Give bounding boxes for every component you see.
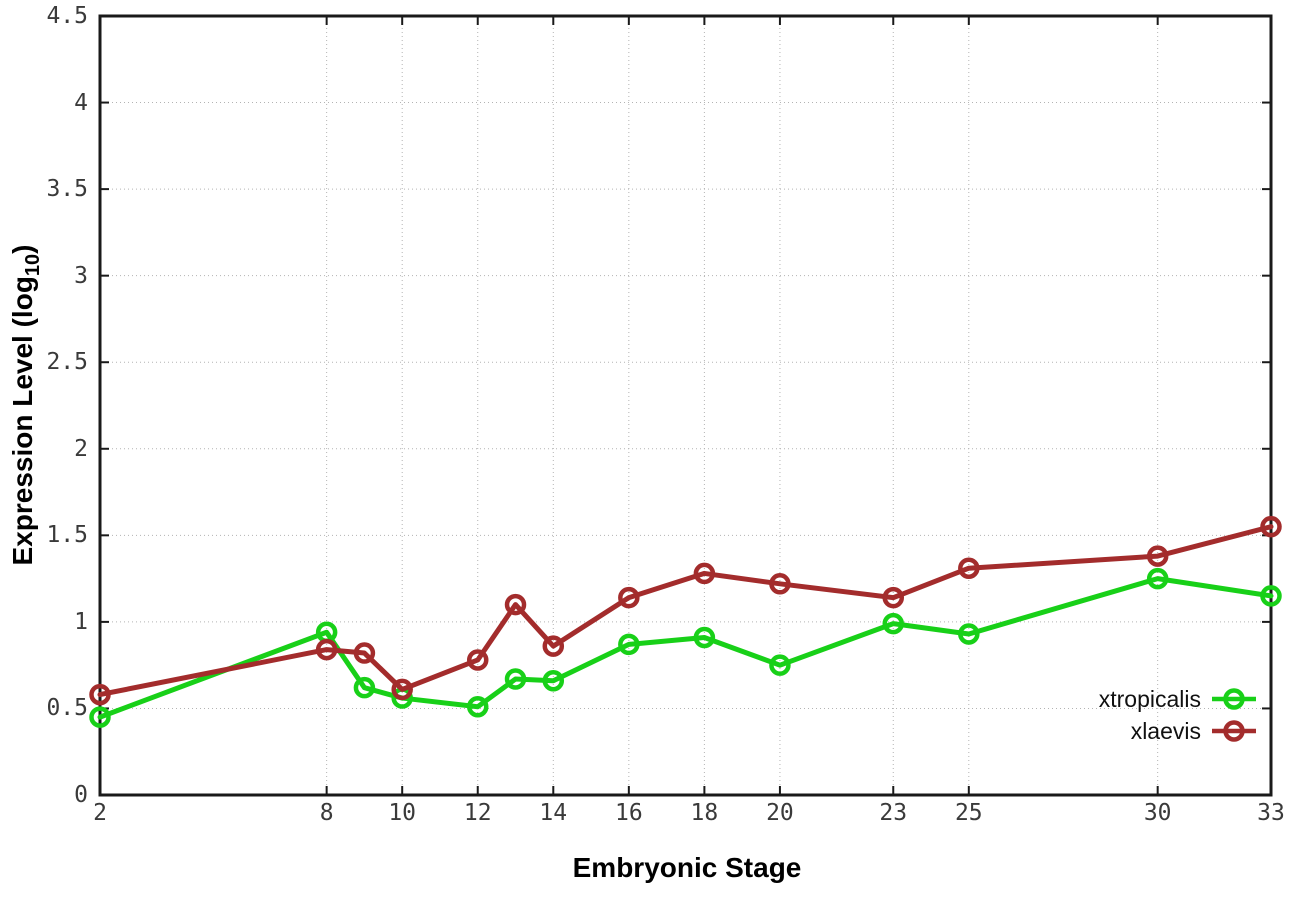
legend-entry-xlaevis: xlaevis	[1131, 715, 1258, 747]
data-point-xtropicalis	[618, 633, 640, 656]
data-point-xtropicalis	[353, 676, 376, 699]
data-point-xtropicalis	[1146, 567, 1169, 590]
y-axis-title: Expression Level (log10)	[7, 245, 45, 566]
data-point-xlaevis	[1260, 515, 1282, 538]
data-point-xlaevis	[89, 683, 111, 706]
data-point-xlaevis	[1146, 545, 1169, 567]
series-line-xtropicalis	[97, 576, 1274, 720]
y-tick-label: 3.5	[46, 176, 88, 203]
legend-entry-xtropicalis: xtropicalis	[1099, 683, 1258, 715]
y-tick-label: 0.5	[46, 695, 88, 722]
data-point-xtropicalis	[504, 668, 527, 690]
data-point-xtropicalis	[542, 669, 565, 692]
data-point-xlaevis	[353, 642, 376, 664]
data-point-xtropicalis	[1260, 585, 1282, 607]
y-axis-title-subscript: 10	[21, 253, 44, 277]
y-tick-label: 1	[74, 608, 88, 635]
legend-marker-icon	[1212, 688, 1256, 710]
x-tick-label: 10	[388, 800, 417, 826]
y-tick-label: 4	[74, 89, 88, 116]
y-tick-label: 2.5	[46, 349, 88, 376]
legend: xtropicalis xlaevis	[1099, 683, 1258, 747]
data-point-xlaevis	[504, 593, 527, 616]
x-tick-label: 23	[879, 800, 908, 826]
data-point-xlaevis	[618, 586, 640, 609]
data-point-xtropicalis	[958, 623, 980, 645]
x-tick-label: 16	[614, 800, 643, 826]
x-tick-label: 33	[1257, 800, 1285, 826]
x-tick-label: 30	[1143, 800, 1172, 826]
plot-border	[98, 14, 1273, 797]
legend-marker-icon	[1212, 720, 1256, 742]
data-point-xlaevis	[882, 586, 905, 609]
x-tick-label: 20	[766, 800, 794, 826]
y-tick-label: 4.5	[46, 3, 88, 29]
legend-label: xtropicalis	[1098, 686, 1201, 712]
data-point-xtropicalis	[466, 695, 489, 718]
legend-label: xlaevis	[1130, 718, 1201, 744]
series-line-xlaevis	[97, 524, 1274, 698]
data-point-xlaevis	[542, 635, 565, 657]
data-point-xlaevis	[315, 638, 338, 661]
data-point-xtropicalis	[693, 626, 716, 649]
data-point-xlaevis	[391, 678, 413, 701]
data-point-xlaevis	[466, 649, 489, 671]
x-tick-label: 2	[93, 800, 107, 826]
data-point-xlaevis	[769, 573, 791, 595]
x-axis-title: Embryonic Stage	[572, 852, 802, 883]
y-tick-label: 1.5	[46, 522, 88, 549]
x-tick-label: 8	[319, 800, 334, 826]
data-point-xlaevis	[958, 557, 980, 579]
data-point-xtropicalis	[769, 654, 791, 676]
x-tick-label: 25	[954, 800, 983, 826]
data-point-xlaevis	[693, 562, 716, 585]
y-tick-label: 0	[74, 782, 88, 808]
x-tick-label: 14	[539, 800, 568, 826]
y-axis-title-text: Expression Level (log	[7, 276, 39, 566]
y-tick-label: 3	[74, 262, 88, 289]
y-axis-title-suffix: )	[7, 244, 39, 254]
y-tick-label: 2	[74, 435, 88, 462]
data-point-xtropicalis	[89, 706, 111, 728]
x-tick-label: 12	[463, 800, 492, 826]
x-tick-label: 18	[690, 800, 719, 826]
data-point-xtropicalis	[882, 612, 905, 635]
